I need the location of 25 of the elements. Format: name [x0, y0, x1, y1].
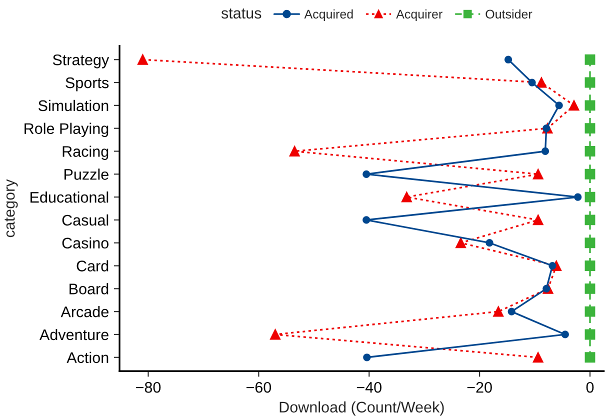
y-tick-label: Board: [70, 283, 108, 294]
y-tick-label: Sports: [66, 77, 109, 92]
y-tick-label: Casino: [62, 237, 108, 249]
y-tick-label: Role Playing: [24, 122, 108, 138]
y-tick-label: Simulation: [38, 100, 108, 112]
legend-label: Acquirer: [396, 9, 442, 22]
y-axis-title: category: [4, 179, 18, 238]
y-tick-label: Casual: [62, 214, 108, 226]
y-tick-label: Action: [66, 352, 108, 364]
legend-title: status: [221, 8, 262, 19]
x-tick-label: −20: [467, 382, 492, 393]
x-tick-label: −80: [136, 382, 161, 393]
x-tick-label: −60: [246, 382, 272, 393]
y-tick-label: Adventure: [40, 328, 108, 340]
y-tick-label: Puzzle: [64, 168, 108, 180]
x-tick-label: 0: [586, 382, 594, 393]
x-axis-title: Download (Count/Week): [280, 401, 444, 416]
y-tick-label: Educational: [30, 192, 108, 203]
legend-label: Acquired: [304, 9, 353, 22]
y-tick-label: Arcade: [60, 306, 108, 318]
y-tick-label: Strategy: [52, 54, 110, 68]
y-tick-label: Racing: [62, 146, 108, 160]
x-tick-label: −40: [356, 382, 382, 393]
y-tick-label: Card: [76, 260, 108, 272]
legend-label: Outsider: [486, 9, 532, 19]
